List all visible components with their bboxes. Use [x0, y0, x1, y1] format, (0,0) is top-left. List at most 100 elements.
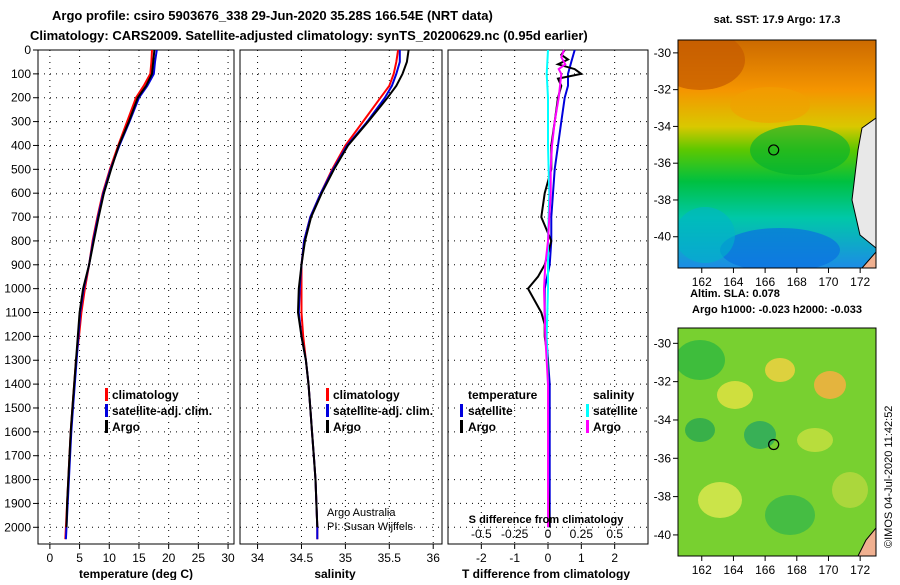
series-line-satellite-adj-clim- — [64, 49, 158, 540]
x-tick-label: 0 — [545, 551, 552, 565]
x-tick-label: 30 — [221, 551, 235, 565]
map-x-tick-label: 170 — [818, 563, 838, 577]
note-pi: PI: Susan Wijffels — [327, 521, 413, 533]
figure-title-line1: Argo profile: csiro 5903676_338 29-Jun-2… — [52, 8, 493, 23]
y-tick-label: 1700 — [4, 449, 31, 463]
sst-cool-patch — [750, 125, 850, 175]
map-y-tick-label: -40 — [654, 230, 672, 244]
x-tick-label: 25 — [192, 551, 206, 565]
y-tick-label: 1300 — [4, 353, 31, 367]
sla-patch — [832, 472, 868, 508]
y-tick-label: 2000 — [4, 520, 31, 534]
legend-label-satellite: satellite-adj. clim. — [333, 404, 433, 418]
legend-label-climatology: climatology — [112, 388, 179, 402]
x-tick-label: 1 — [578, 551, 585, 565]
map-x-tick-label: 164 — [723, 563, 743, 577]
argo-float-marker — [768, 144, 780, 156]
y-tick-label: 1100 — [5, 306, 31, 320]
x-tick-label: 2 — [611, 551, 618, 565]
y-tick-label: 500 — [11, 162, 31, 176]
sla-map-title-line2: Argo h1000: -0.023 h2000: -0.033 — [692, 304, 862, 316]
legend-swatch-s-satellite — [586, 404, 589, 417]
s-diff-tick-label: 0 — [545, 527, 552, 541]
difference-legend: temperature satellite Argo salinity sate… — [460, 388, 638, 434]
temperature-x-label: temperature (deg C) — [79, 567, 193, 580]
map-x-tick-label: 166 — [755, 275, 775, 289]
y-tick-label: 1000 — [4, 282, 31, 296]
y-tick-label: 100 — [11, 67, 31, 81]
sla-patch — [744, 421, 776, 449]
legend-label-argo: Argo — [333, 420, 361, 434]
y-tick-label: 300 — [11, 115, 31, 129]
difference-panel: -2 -1 0 1 2 T difference from climatology S … — [447, 49, 649, 581]
salinity-x-label: salinity — [314, 567, 356, 580]
x-tick-label: 36 — [427, 551, 441, 565]
map-x-tick-label: 168 — [787, 275, 807, 289]
y-tick-label: 0 — [24, 43, 31, 57]
x-tick-label: -1 — [509, 551, 520, 565]
salinity-legend: climatology satellite-adj. clim. Argo — [326, 388, 433, 434]
s-diff-tick-label: 0.5 — [606, 527, 623, 541]
note-argo-australia: Argo Australia — [327, 507, 396, 519]
sla-patch — [765, 358, 795, 382]
x-tick-label: -2 — [476, 551, 487, 565]
x-tick-label: 5 — [76, 551, 83, 565]
legend-label-s-satellite: satellite — [593, 404, 638, 418]
legend-label-climatology: climatology — [333, 388, 400, 402]
map-x-tick-label: 162 — [692, 275, 712, 289]
map-x-tick-label: 164 — [723, 275, 743, 289]
sla-patch — [717, 381, 753, 409]
map-y-tick-label: -32 — [654, 83, 672, 97]
map-y-tick-label: -38 — [654, 490, 672, 504]
x-tick-label: 20 — [162, 551, 176, 565]
salinity-plot-frame — [239, 49, 443, 545]
map-x-tick-label: 170 — [818, 275, 838, 289]
y-tick-label: 1600 — [4, 425, 31, 439]
legend-swatch-satellite — [326, 404, 329, 417]
land-corner — [861, 251, 876, 268]
sst-cool-patch — [678, 207, 735, 263]
legend-swatch-s-argo — [586, 420, 589, 433]
x-tick-label: 35.5 — [378, 551, 402, 565]
salinity-panel: 34 34.5 35 35.5 36 salinity climatology sate… — [239, 49, 443, 581]
sla-map-panel: Altim. SLA: 0.078 Argo h1000: -0.023 h20… — [654, 288, 877, 577]
map-x-tick-label: 168 — [787, 563, 807, 577]
map-y-tick-label: -34 — [654, 119, 672, 133]
sst-map-title: sat. SST: 17.9 Argo: 17.3 — [714, 14, 841, 26]
map-x-tick-label: 172 — [850, 275, 870, 289]
legend-title-temperature: temperature — [468, 388, 538, 402]
sla-patch — [765, 495, 815, 535]
x-tick-label: 0 — [47, 551, 54, 565]
sst-warm-patch — [678, 40, 745, 90]
legend-swatch-climatology — [326, 388, 329, 401]
y-tick-label: 800 — [11, 234, 31, 248]
legend-title-salinity: salinity — [593, 388, 635, 402]
legend-swatch-argo — [105, 420, 108, 433]
x-tick-label: 10 — [103, 551, 117, 565]
temperature-plot-frame — [37, 49, 235, 545]
sla-patch — [685, 418, 715, 442]
difference-top-label: S difference from climatology — [469, 514, 625, 526]
y-tick-label: 1400 — [4, 377, 31, 391]
y-tick-label: 900 — [11, 258, 31, 272]
s-diff-tick-label: -0.5 — [471, 527, 492, 541]
series-line-climatology — [64, 49, 153, 540]
map-y-tick-label: -40 — [654, 528, 672, 542]
sla-map-frame — [677, 327, 877, 557]
x-tick-label: 15 — [132, 551, 146, 565]
s-diff-tick-label: 0.25 — [570, 527, 594, 541]
legend-label-t-satellite: satellite — [468, 404, 513, 418]
legend-label-satellite: satellite-adj. clim. — [112, 404, 212, 418]
sla-patch — [698, 482, 742, 518]
sla-map-title-line1: Altim. SLA: 0.078 — [690, 288, 780, 300]
sla-patch — [814, 371, 846, 399]
map-y-tick-label: -30 — [654, 336, 672, 350]
legend-swatch-t-argo — [460, 420, 463, 433]
figure-title-line2: Climatology: CARS2009. Satellite-adjuste… — [30, 28, 588, 43]
series-line-argo — [65, 49, 156, 528]
legend-swatch-argo — [326, 420, 329, 433]
y-tick-label: 1500 — [4, 401, 31, 415]
legend-label-t-argo: Argo — [468, 420, 496, 434]
series-line-argo — [296, 49, 410, 528]
